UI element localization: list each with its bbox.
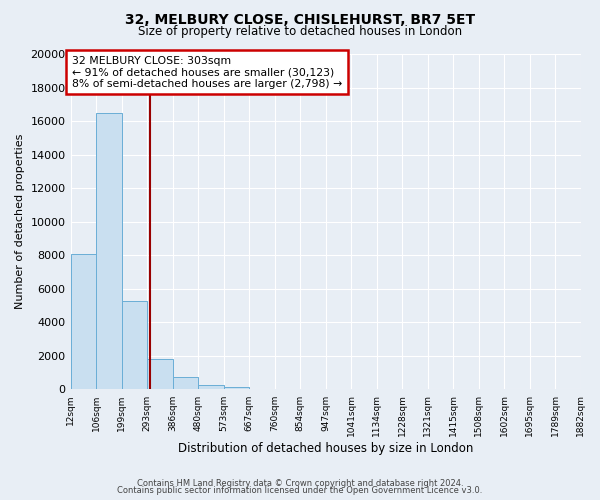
Text: 32 MELBURY CLOSE: 303sqm
← 91% of detached houses are smaller (30,123)
8% of sem: 32 MELBURY CLOSE: 303sqm ← 91% of detach… bbox=[72, 56, 342, 89]
Bar bbox=[122, 300, 147, 390]
Bar bbox=[96, 112, 122, 390]
Text: Contains public sector information licensed under the Open Government Licence v3: Contains public sector information licen… bbox=[118, 486, 482, 495]
Bar bbox=[147, 360, 173, 390]
Y-axis label: Number of detached properties: Number of detached properties bbox=[15, 134, 25, 310]
Bar bbox=[71, 254, 96, 390]
Bar bbox=[173, 377, 198, 390]
Text: Size of property relative to detached houses in London: Size of property relative to detached ho… bbox=[138, 25, 462, 38]
X-axis label: Distribution of detached houses by size in London: Distribution of detached houses by size … bbox=[178, 442, 473, 455]
Text: Contains HM Land Registry data © Crown copyright and database right 2024.: Contains HM Land Registry data © Crown c… bbox=[137, 478, 463, 488]
Text: 32, MELBURY CLOSE, CHISLEHURST, BR7 5ET: 32, MELBURY CLOSE, CHISLEHURST, BR7 5ET bbox=[125, 12, 475, 26]
Bar bbox=[224, 388, 249, 390]
Bar bbox=[198, 385, 224, 390]
